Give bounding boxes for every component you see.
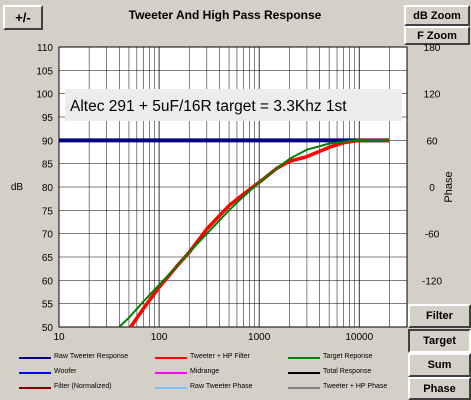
x-tick-label: 1000 bbox=[248, 332, 271, 343]
y2-tick-label: 60 bbox=[426, 136, 438, 147]
legend-label: Raw Tweeter Phase bbox=[190, 383, 253, 390]
y2-tick-label: 0 bbox=[429, 183, 435, 194]
y-tick-label: 55 bbox=[42, 300, 54, 311]
legend-swatch bbox=[19, 387, 51, 389]
y-tick-label: 110 bbox=[37, 43, 53, 54]
legend-swatch bbox=[288, 387, 320, 389]
sum-button[interactable]: Sum bbox=[408, 353, 471, 377]
annotation-box bbox=[65, 89, 402, 121]
legend-label: Tweeter + HP Phase bbox=[323, 383, 388, 390]
legend-label: Total Response bbox=[323, 368, 372, 375]
legend-label: Raw Tweeter Response bbox=[54, 353, 129, 360]
y-tick-label: 80 bbox=[42, 183, 54, 194]
x-tick-label: 10000 bbox=[345, 332, 373, 343]
phase-button[interactable]: Phase bbox=[408, 377, 471, 400]
legend-swatch bbox=[155, 372, 187, 374]
legend-label: Tweeter + HP Filter bbox=[190, 353, 250, 360]
y-tick-label: 90 bbox=[42, 136, 54, 147]
legend-label: Target Reponse bbox=[323, 353, 373, 360]
y-axis-label: dB bbox=[11, 182, 24, 193]
y2-tick-label: -120 bbox=[422, 276, 442, 287]
legend-label: Midrange bbox=[190, 368, 220, 375]
y2-tick-label: -60 bbox=[425, 230, 440, 241]
f-zoom-button[interactable]: F Zoom bbox=[404, 26, 470, 45]
target-button[interactable]: Target bbox=[408, 329, 471, 353]
y-tick-label: 75 bbox=[42, 206, 54, 217]
legend-swatch bbox=[288, 357, 320, 359]
legend-swatch bbox=[19, 357, 51, 359]
y2-tick-label: 120 bbox=[424, 90, 441, 101]
y-tick-label: 65 bbox=[42, 253, 54, 264]
plus-minus-button[interactable]: +/- bbox=[3, 5, 43, 30]
y-tick-label: 70 bbox=[42, 230, 54, 241]
legend-label: Filter (Normalized) bbox=[54, 383, 112, 390]
series-line-target-reponse bbox=[118, 139, 390, 328]
annotation-text: Altec 291 + 5uF/16R target = 3.3Khz 1st bbox=[70, 98, 347, 115]
filter-button[interactable]: Filter bbox=[408, 304, 471, 328]
y-tick-label: 100 bbox=[36, 90, 53, 101]
legend-swatch bbox=[19, 372, 51, 374]
x-tick-label: 10 bbox=[53, 332, 65, 343]
y-tick-label: 85 bbox=[42, 160, 54, 171]
legend-swatch bbox=[155, 357, 187, 359]
chart-title: Tweeter And High Pass Response bbox=[128, 8, 322, 22]
y2-axis-label: Phase bbox=[443, 171, 455, 202]
y-tick-label: 50 bbox=[42, 323, 54, 334]
legend-label: Woofer bbox=[54, 368, 77, 375]
y-tick-label: 105 bbox=[36, 66, 53, 77]
legend-swatch bbox=[288, 372, 320, 374]
db-zoom-button[interactable]: dB Zoom bbox=[404, 5, 470, 26]
y-tick-label: 95 bbox=[42, 113, 54, 124]
y-tick-label: 60 bbox=[42, 276, 54, 287]
x-tick-label: 100 bbox=[151, 332, 168, 343]
y2-tick-label: 180 bbox=[424, 43, 441, 54]
legend-swatch bbox=[155, 387, 187, 389]
